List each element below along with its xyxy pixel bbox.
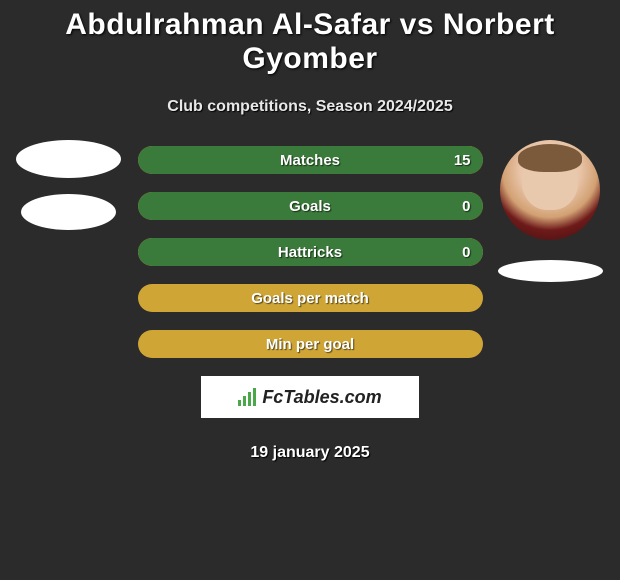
stat-label: Matches: [138, 146, 483, 174]
stat-row-goals-per-match: Goals per match: [138, 284, 483, 312]
left-player-badge-placeholder: [21, 194, 116, 230]
stat-row-min-per-goal: Min per goal: [138, 330, 483, 358]
stat-bar-track: Hattricks 0: [138, 238, 483, 266]
stat-bar-track: Goals per match: [138, 284, 483, 312]
stat-label: Hattricks: [138, 238, 483, 266]
right-player-avatar: [500, 140, 600, 240]
stat-label: Goals per match: [138, 284, 483, 312]
stat-bar-track: Goals 0: [138, 192, 483, 220]
generated-date: 19 january 2025: [0, 444, 620, 462]
right-player-column: [490, 140, 610, 282]
brand-box[interactable]: FcTables.com: [201, 376, 419, 418]
stat-row-hattricks: Hattricks 0: [138, 238, 483, 266]
left-player-avatar-placeholder: [16, 140, 121, 178]
subtitle: Club competitions, Season 2024/2025: [0, 98, 620, 116]
stat-label: Goals: [138, 192, 483, 220]
stat-bars: Matches 15 Goals 0 Hattricks 0 Goals per…: [138, 140, 483, 358]
stat-row-matches: Matches 15: [138, 146, 483, 174]
stat-value-right: 15: [454, 146, 471, 174]
stat-bar-track: Matches 15: [138, 146, 483, 174]
left-player-column: [8, 140, 128, 230]
stat-value-right: 0: [462, 192, 470, 220]
stat-label: Min per goal: [138, 330, 483, 358]
brand-text: FcTables.com: [262, 387, 381, 408]
stat-bar-track: Min per goal: [138, 330, 483, 358]
stat-value-right: 0: [462, 238, 470, 266]
comparison-stage: Matches 15 Goals 0 Hattricks 0 Goals per…: [0, 140, 620, 358]
brand-bars-icon: [238, 388, 256, 406]
stat-row-goals: Goals 0: [138, 192, 483, 220]
right-player-badge-placeholder: [498, 260, 603, 282]
page-title: Abdulrahman Al-Safar vs Norbert Gyomber: [0, 0, 620, 76]
